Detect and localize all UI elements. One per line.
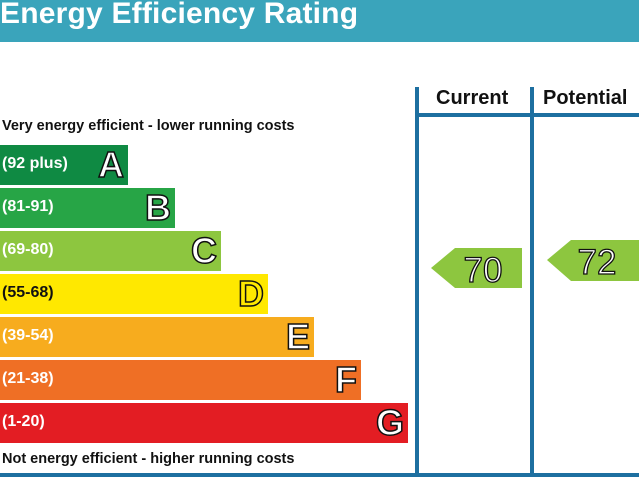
band-range-label: (69-80) — [2, 241, 54, 258]
potential-header: Potential — [543, 87, 628, 109]
band-d: (55-68) D — [0, 272, 268, 315]
band-letter: C — [190, 229, 218, 272]
band-f: (21-38) F — [0, 358, 361, 401]
band-letter: E — [285, 315, 311, 358]
band-range-label: (39-54) — [2, 327, 54, 344]
band-letter: G — [375, 401, 405, 444]
band-range-label: (21-38) — [2, 370, 54, 387]
band-c: (69-80) C — [0, 229, 221, 272]
band-a: (92 plus) A — [0, 143, 128, 186]
title-bar: Energy Efficiency Rating — [0, 0, 639, 42]
potential-rating-value: 72 — [578, 243, 617, 282]
bottom-caption: Not energy efficient - higher running co… — [2, 451, 295, 467]
band-b: (81-91) B — [0, 186, 175, 229]
band-letter: F — [334, 358, 358, 401]
band-letter: A — [97, 143, 125, 186]
bottom-rule — [0, 473, 639, 477]
band-range-label: (1-20) — [2, 413, 45, 430]
current-rating-value: 70 — [464, 251, 503, 290]
current-arrow-shape — [431, 248, 522, 288]
band-e: (39-54) E — [0, 315, 314, 358]
potential-arrow-shape — [547, 240, 639, 281]
header-divider — [415, 113, 639, 117]
band-g: (1-20) G — [0, 401, 408, 444]
current-header: Current — [436, 87, 509, 109]
chart-title: Energy Efficiency Rating — [0, 0, 359, 30]
band-letter: B — [144, 186, 172, 229]
band-range-label: (81-91) — [2, 198, 54, 215]
band-range-label: (92 plus) — [2, 155, 68, 172]
band-letter: D — [237, 272, 265, 315]
divider-left — [415, 87, 419, 475]
band-range-label: (55-68) — [2, 284, 54, 301]
top-caption: Very energy efficient - lower running co… — [2, 118, 295, 134]
potential-rating-arrow: 72 — [547, 240, 639, 283]
current-rating-arrow: 70 — [431, 248, 522, 291]
divider-middle — [530, 87, 534, 475]
